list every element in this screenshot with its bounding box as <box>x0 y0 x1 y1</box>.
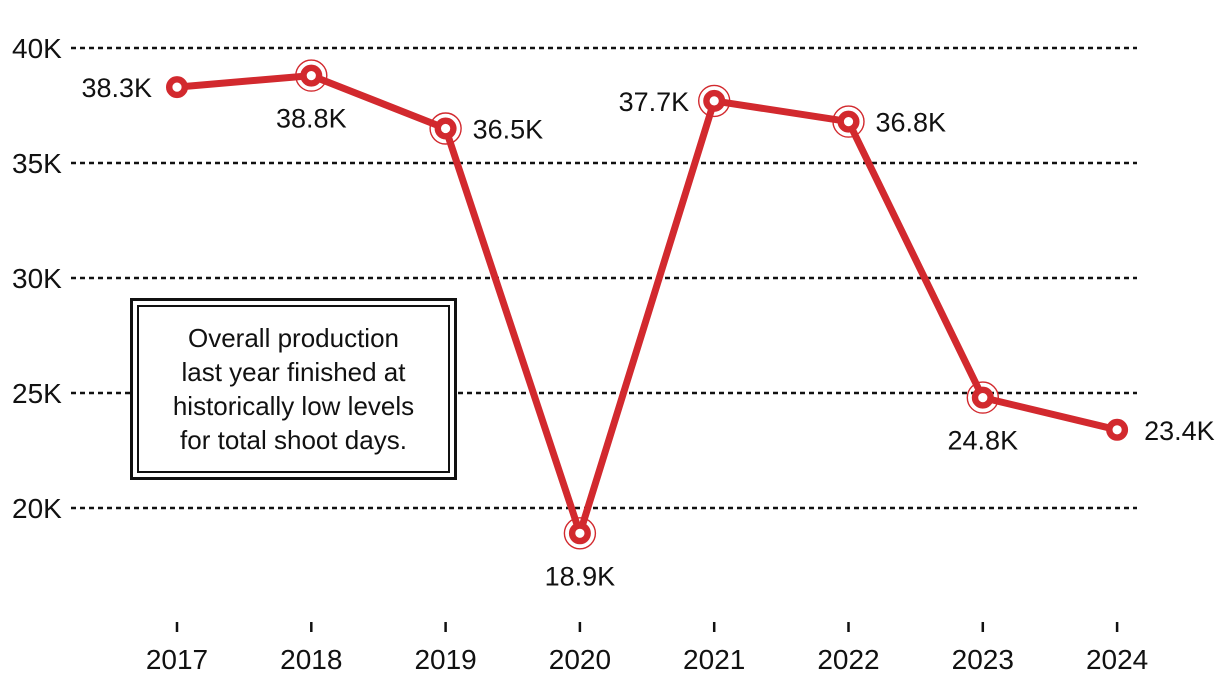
data-point-label: 23.4K <box>1144 416 1215 446</box>
x-axis-label: 2019 <box>414 644 476 675</box>
data-point-marker <box>1106 418 1129 441</box>
data-point-marker <box>703 89 726 112</box>
series-line <box>173 72 1121 537</box>
data-point-label: 37.7K <box>619 87 690 117</box>
data-point-label: 36.5K <box>473 115 544 145</box>
annotation-text-line: Overall production <box>188 323 399 353</box>
x-axis-label: 2020 <box>549 644 611 675</box>
x-axis-label: 2024 <box>1086 644 1148 675</box>
data-point-halo <box>698 84 731 118</box>
y-axis-label: 25K <box>12 378 62 409</box>
data-point-label: 18.9K <box>545 561 616 591</box>
annotation-box: Overall production last year finished at… <box>130 298 457 480</box>
y-axis-label: 20K <box>12 493 62 524</box>
data-point-marker <box>165 76 188 99</box>
data-point-halo <box>966 381 999 414</box>
data-point-marker <box>300 64 323 87</box>
y-axis-label: 30K <box>12 263 62 294</box>
data-point-marker <box>568 522 591 545</box>
annotation-text-line: historically low levels <box>172 391 415 421</box>
data-point-label: 38.3K <box>81 73 152 103</box>
annotation-box-inner-border: Overall production last year finished at… <box>137 305 450 473</box>
y-axis-label: 35K <box>12 148 62 179</box>
x-axis-label: 2023 <box>952 644 1014 675</box>
x-axis-label: 2018 <box>280 644 342 675</box>
annotation-text-line: for total shoot days. <box>180 425 407 455</box>
data-point-label: 24.8K <box>948 426 1019 456</box>
annotation-text-line: last year finished at <box>181 357 406 387</box>
data-point-label: 38.8K <box>276 104 347 134</box>
x-axis-label: 2022 <box>817 644 879 675</box>
y-axis-label: 40K <box>12 33 62 64</box>
data-point-marker <box>837 110 860 133</box>
x-axis-label: 2017 <box>146 644 208 675</box>
data-point-marker <box>434 117 457 140</box>
x-axis-label: 2021 <box>683 644 745 675</box>
data-point-marker <box>971 386 994 409</box>
data-point-halo <box>429 112 462 145</box>
data-point-halo <box>563 517 597 550</box>
data-point-label: 36.8K <box>876 108 947 138</box>
data-point-halo <box>295 59 328 92</box>
data-point-halo <box>832 105 865 138</box>
